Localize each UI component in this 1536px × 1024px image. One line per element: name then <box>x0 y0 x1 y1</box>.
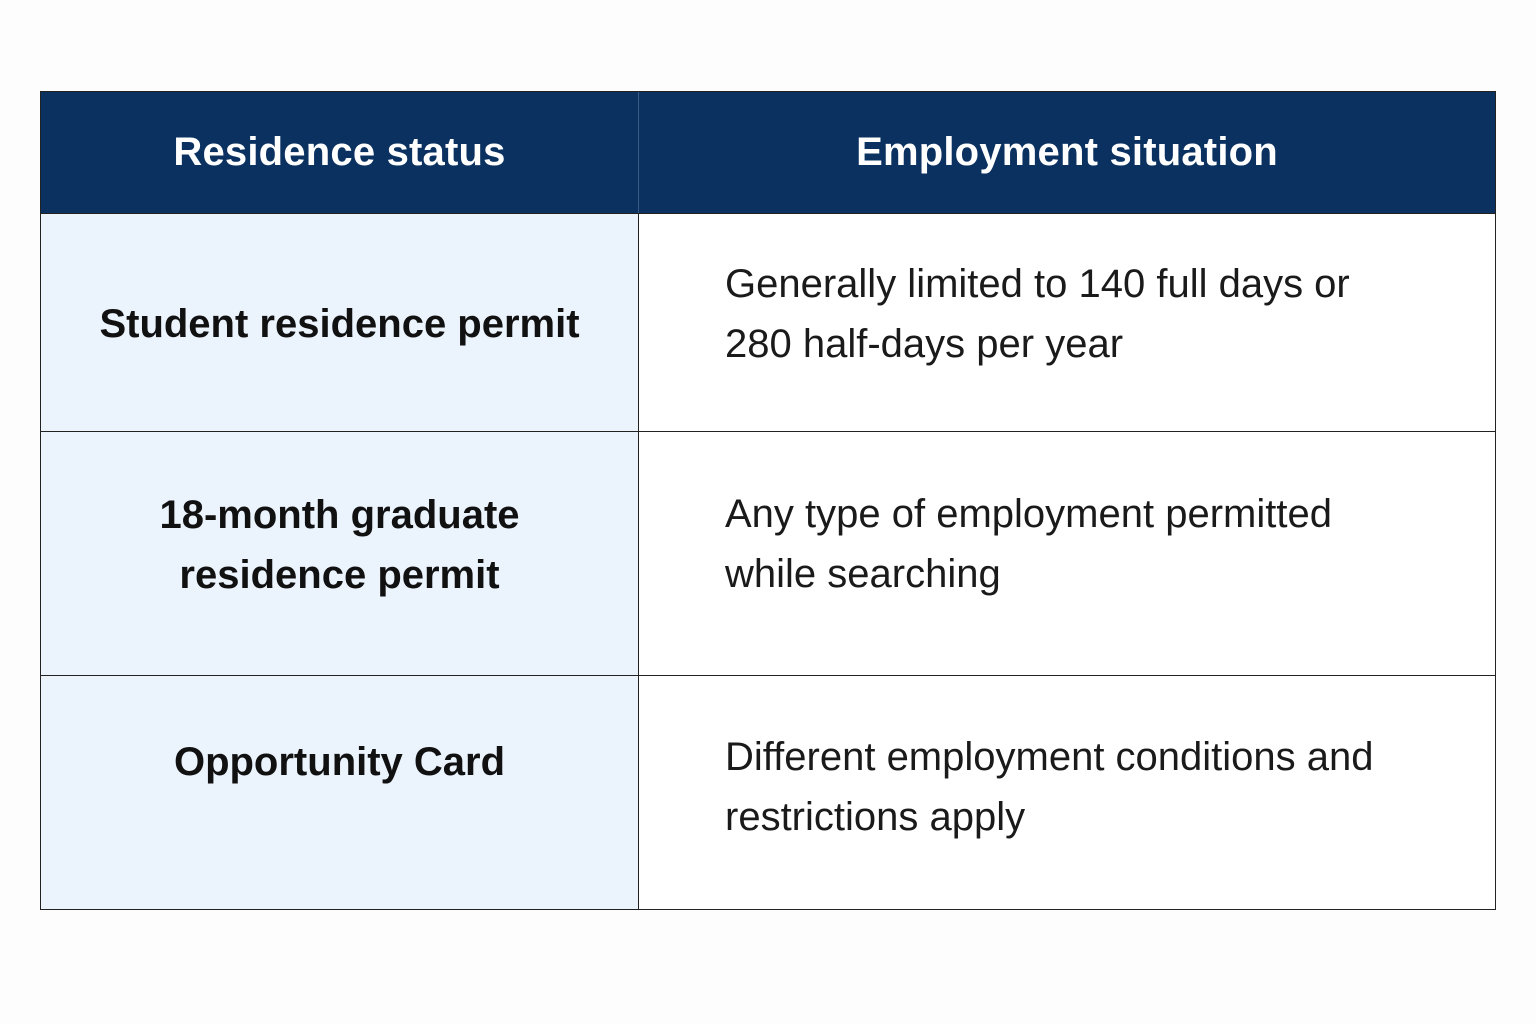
status-label: Opportunity Card <box>173 740 506 784</box>
employment-cell: Generally limited to 140 full days or 28… <box>639 214 1495 431</box>
status-cell: Student residence permit <box>41 214 639 431</box>
header-residence-status: Residence status <box>173 130 506 174</box>
table-row: 18-month graduate residence permit Any t… <box>41 431 1495 675</box>
status-cell: Opportunity Card <box>41 676 639 909</box>
employment-description: Any type of employment permitted while s… <box>725 492 1332 596</box>
table-row: Opportunity Card Different employment co… <box>41 675 1495 909</box>
table-header-row: Residence status Employment situation <box>41 92 1495 213</box>
table-row: Student residence permit Generally limit… <box>41 213 1495 431</box>
employment-description: Generally limited to 140 full days or 28… <box>725 262 1350 366</box>
header-employment-situation: Employment situation <box>856 130 1278 174</box>
status-label: Student residence permit <box>99 301 580 346</box>
residence-employment-table: Residence status Employment situation St… <box>40 91 1496 910</box>
status-cell: 18-month graduate residence permit <box>41 432 639 675</box>
employment-cell: Different employment conditions and rest… <box>639 676 1495 909</box>
employment-cell: Any type of employment permitted while s… <box>639 432 1495 675</box>
status-label: 18-month graduate residence permit <box>159 493 520 597</box>
employment-description: Different employment conditions and rest… <box>725 735 1374 839</box>
header-cell-employment-situation: Employment situation <box>639 92 1495 213</box>
header-cell-residence-status: Residence status <box>41 92 639 213</box>
